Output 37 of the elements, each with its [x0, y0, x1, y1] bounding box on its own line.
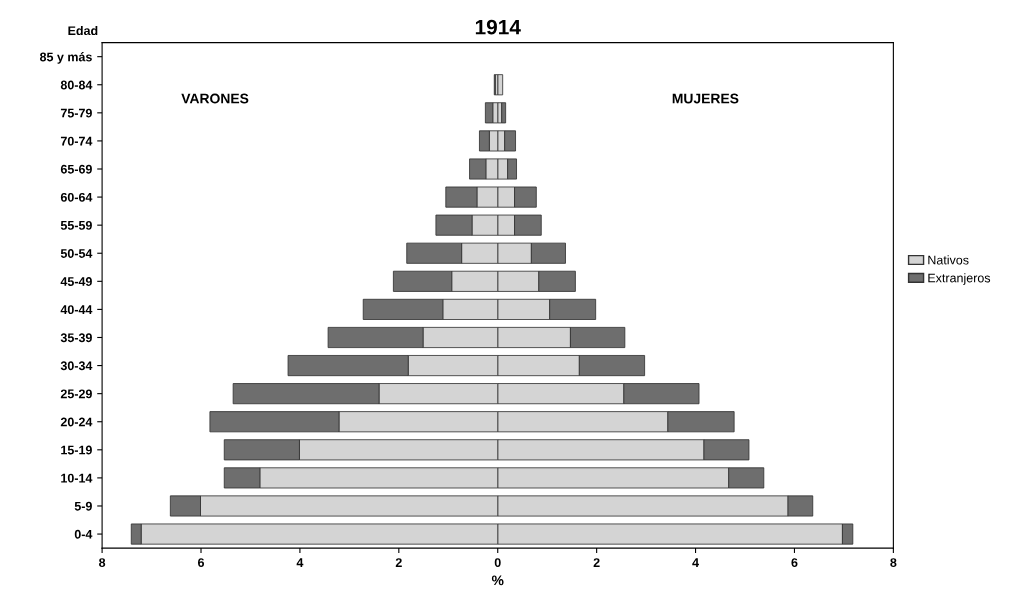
- legend-label: Nativos: [928, 255, 969, 265]
- x-tick-label: 4: [692, 558, 699, 567]
- y-tick-label: 75-79: [60, 108, 92, 118]
- y-tick-label: 50-54: [60, 249, 93, 258]
- y-tick-label: 10-14: [61, 473, 93, 483]
- y-tick-label: 15-19: [61, 445, 92, 455]
- y-tick-label: 70-74: [60, 136, 93, 146]
- y-tick-label: 80-84: [60, 80, 93, 90]
- annotation: MUJERES: [672, 93, 739, 104]
- y-tick-label: 40-44: [60, 305, 93, 315]
- x-tick-label: 2: [593, 558, 600, 567]
- x-tick-label: 6: [791, 558, 798, 567]
- y-tick-label: 5-9: [74, 501, 92, 511]
- x-tick-label: 6: [197, 558, 205, 567]
- y-tick-label: 60-64: [60, 192, 93, 202]
- y-tick-label: 45-49: [60, 277, 92, 286]
- y-tick-label: 25-29: [60, 389, 92, 399]
- x-tick-label: 2: [395, 558, 402, 567]
- y-tick-label: 55-59: [60, 220, 92, 230]
- x-tick-label: 4: [296, 558, 304, 567]
- bar: [501, 102, 507, 124]
- legend-label: Extranjeros: [928, 273, 991, 285]
- bar: [484, 102, 494, 124]
- y-tick-label: 30-34: [60, 361, 93, 371]
- y-tick-label: 35-39: [60, 333, 92, 343]
- y-tick-label: 85 y más: [39, 52, 92, 64]
- x-tick-label: 0: [494, 558, 501, 567]
- y-tick-label: 65-69: [60, 164, 92, 174]
- x-tick-label: 8: [890, 558, 897, 567]
- y-tick-label: 20-24: [60, 417, 93, 427]
- y-tick-label: 0-4: [74, 529, 93, 539]
- annotation: VARONES: [181, 93, 249, 104]
- bar: [497, 74, 504, 96]
- chart-title: 1914: [475, 19, 521, 35]
- y-axis-title: Edad: [68, 25, 98, 36]
- x-axis-title: %: [491, 575, 504, 586]
- x-tick-label: 8: [99, 558, 106, 567]
